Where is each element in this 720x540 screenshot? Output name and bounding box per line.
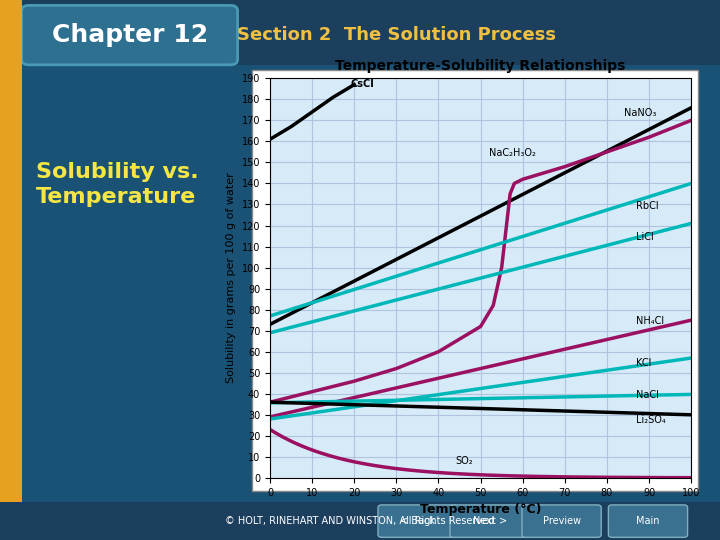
Text: © HOLT, RINEHART AND WINSTON, All Rights Reserved: © HOLT, RINEHART AND WINSTON, All Rights… [225, 516, 495, 526]
Y-axis label: Solubility in grams per 100 g of water: Solubility in grams per 100 g of water [226, 173, 236, 383]
Text: RbCl: RbCl [636, 201, 659, 211]
Text: LiCl: LiCl [636, 232, 654, 242]
Text: Preview: Preview [543, 516, 580, 526]
Text: CsCl: CsCl [350, 79, 374, 89]
FancyBboxPatch shape [522, 505, 601, 537]
Text: Solubility vs.
Temperature: Solubility vs. Temperature [36, 162, 199, 207]
FancyBboxPatch shape [608, 505, 688, 537]
FancyBboxPatch shape [0, 0, 720, 65]
Text: Li₂SO₄: Li₂SO₄ [636, 415, 666, 425]
FancyBboxPatch shape [0, 502, 720, 540]
Text: Section 2  The Solution Process: Section 2 The Solution Process [236, 26, 556, 44]
Text: KCl: KCl [636, 359, 652, 368]
Text: Chapter 12: Chapter 12 [52, 23, 207, 47]
Text: NaCl: NaCl [636, 390, 660, 400]
FancyBboxPatch shape [378, 505, 457, 537]
FancyBboxPatch shape [450, 505, 529, 537]
FancyBboxPatch shape [22, 5, 238, 65]
Text: SO₂: SO₂ [455, 456, 473, 466]
X-axis label: Temperature (°C): Temperature (°C) [420, 503, 541, 516]
Text: Next >: Next > [472, 516, 507, 526]
Text: < Back: < Back [400, 516, 435, 526]
FancyBboxPatch shape [0, 0, 22, 540]
Text: NaC₂H₃O₂: NaC₂H₃O₂ [489, 148, 536, 158]
Text: NaNO₃: NaNO₃ [624, 108, 656, 118]
Text: NH₄Cl: NH₄Cl [636, 316, 665, 326]
Text: Main: Main [636, 516, 660, 526]
FancyBboxPatch shape [252, 70, 698, 491]
Title: Temperature-Solubility Relationships: Temperature-Solubility Relationships [336, 59, 626, 73]
